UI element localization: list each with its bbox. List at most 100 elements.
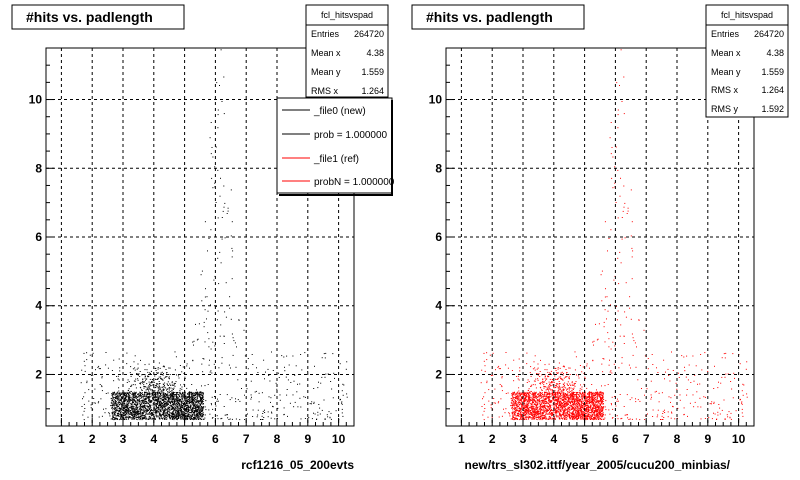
scatter-point — [201, 403, 203, 405]
scatter-point — [140, 411, 142, 413]
scatter-point — [200, 400, 202, 402]
scatter-point — [161, 404, 163, 406]
scatter-point — [201, 410, 203, 412]
scatter-point — [179, 413, 181, 415]
scatter-point — [197, 400, 199, 402]
scatter-point — [594, 405, 595, 407]
scatter-point — [547, 389, 549, 390]
scatter-point — [216, 400, 218, 402]
scatter-point — [190, 414, 192, 416]
scatter-point — [190, 409, 192, 411]
scatter-point — [111, 406, 113, 408]
scatter-point — [127, 395, 129, 397]
scatter-point — [113, 380, 115, 382]
scatter-point — [517, 406, 518, 408]
scatter-point — [190, 419, 191, 420]
scatter-point — [114, 418, 115, 420]
scatter-point — [163, 385, 165, 386]
scatter-point — [202, 409, 204, 411]
scatter-point — [168, 395, 170, 397]
scatter-point — [180, 408, 182, 410]
scatter-point — [590, 396, 592, 398]
scatter-point — [577, 394, 579, 396]
scatter-point — [215, 202, 217, 203]
scatter-point — [128, 417, 130, 418]
scatter-point — [139, 401, 141, 403]
scatter-point — [188, 413, 189, 415]
scatter-point — [560, 407, 562, 408]
scatter-point — [128, 388, 130, 390]
scatter-point — [157, 416, 159, 418]
scatter-point — [129, 395, 131, 396]
scatter-point — [227, 417, 229, 419]
scatter-point — [137, 411, 139, 412]
scatter-point — [147, 410, 149, 412]
scatter-point — [134, 394, 136, 396]
scatter-point — [313, 412, 314, 414]
scatter-point — [177, 404, 179, 405]
scatter-point — [114, 414, 116, 416]
scatter-point — [525, 411, 527, 413]
scatter-point — [511, 418, 513, 419]
scatter-point — [207, 310, 209, 312]
scatter-point — [173, 410, 174, 412]
scatter-point — [191, 409, 193, 411]
scatter-point — [150, 417, 152, 419]
scatter-point — [541, 417, 543, 419]
scatter-point — [579, 413, 581, 415]
scatter-point — [156, 395, 158, 397]
scatter-point — [112, 409, 114, 411]
scatter-point — [184, 412, 186, 414]
scatter-point — [167, 385, 169, 386]
scatter-point — [83, 410, 85, 412]
scatter-point — [555, 392, 556, 394]
scatter-point — [146, 408, 147, 410]
scatter-point — [554, 399, 556, 401]
scatter-point — [247, 358, 249, 359]
scatter-point — [137, 378, 139, 380]
scatter-point — [196, 414, 198, 415]
scatter-point — [138, 393, 140, 395]
scatter-point — [221, 238, 223, 240]
scatter-point — [332, 397, 334, 399]
scatter-point — [170, 396, 172, 397]
scatter-point — [168, 397, 170, 399]
scatter-point — [154, 368, 156, 369]
scatter-point — [143, 384, 145, 386]
scatter-point — [511, 413, 513, 415]
scatter-point — [152, 403, 154, 405]
scatter-point — [118, 404, 120, 406]
scatter-point — [113, 405, 115, 407]
scatter-point — [299, 397, 301, 399]
scatter-point — [199, 410, 201, 412]
scatter-point — [262, 410, 264, 412]
scatter-point — [271, 351, 272, 353]
scatter-point — [168, 376, 170, 378]
scatter-point — [512, 400, 514, 402]
scatter-point — [532, 399, 534, 401]
scatter-point — [178, 394, 180, 396]
scatter-point — [114, 417, 116, 419]
scatter-point — [162, 418, 164, 420]
scatter-point — [190, 416, 192, 418]
scatter-point — [112, 397, 114, 399]
scatter-point — [211, 396, 213, 398]
scatter-point — [215, 405, 217, 407]
scatter-point — [172, 416, 174, 417]
scatter-point — [132, 410, 134, 412]
scatter-point — [183, 395, 185, 397]
scatter-point — [172, 391, 174, 393]
scatter-point — [125, 396, 127, 398]
scatter-point — [173, 387, 175, 389]
scatter-point — [134, 355, 136, 357]
scatter-point — [155, 410, 157, 412]
scatter-point — [160, 404, 161, 406]
scatter-point — [111, 407, 113, 409]
scatter-point — [197, 417, 199, 419]
scatter-point — [141, 403, 142, 405]
scatter-point — [586, 400, 588, 402]
scatter-point — [598, 402, 600, 404]
scatter-point — [178, 417, 180, 419]
scatter-point — [204, 385, 206, 387]
scatter-point — [115, 408, 117, 410]
